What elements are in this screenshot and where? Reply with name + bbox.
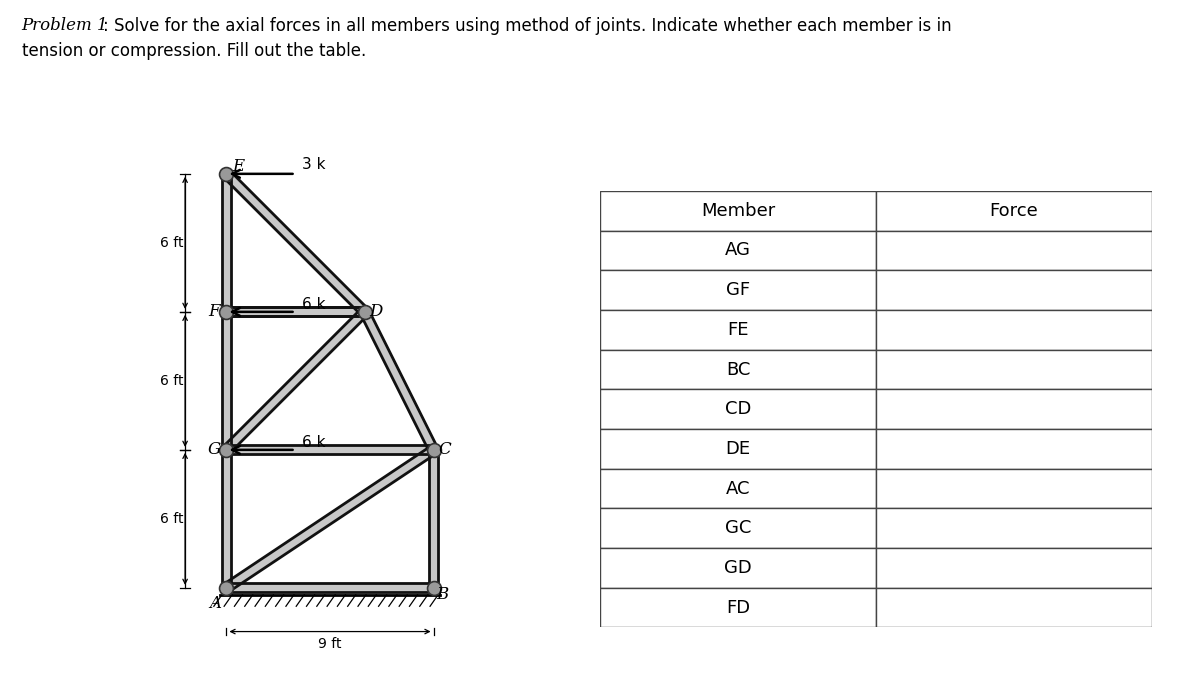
Bar [876,588,1152,627]
Polygon shape [222,450,232,588]
Text: 6 ft: 6 ft [160,512,184,526]
Text: FE: FE [727,321,749,339]
Bar [600,270,876,310]
Text: 6 ft: 6 ft [160,374,184,388]
Bar [876,469,1152,508]
Polygon shape [223,308,367,453]
Text: : Solve for the axial forces in all members using method of joints. Indicate whe: : Solve for the axial forces in all memb… [103,17,952,35]
Bar [600,548,876,588]
Bar [600,231,876,270]
Bar [876,429,1152,469]
Bar [876,350,1152,389]
Text: F: F [208,303,220,321]
Text: 3 k: 3 k [302,157,326,172]
Polygon shape [227,308,365,316]
Polygon shape [360,310,438,452]
Text: D: D [370,303,383,321]
Bar [600,350,876,389]
Text: Force: Force [990,202,1038,220]
Polygon shape [227,445,433,454]
Text: 6 ft: 6 ft [160,236,184,250]
Bar [600,389,876,429]
Polygon shape [222,174,232,312]
Bar [876,508,1152,548]
Text: B: B [437,587,449,604]
Text: C: C [439,441,451,458]
Bar [600,429,876,469]
Polygon shape [227,583,433,593]
Text: AG: AG [725,241,751,259]
Polygon shape [222,312,232,450]
Text: FD: FD [726,599,750,617]
Text: CD: CD [725,400,751,418]
Bar [876,310,1152,350]
Text: Member: Member [701,202,775,220]
Text: A: A [209,595,221,612]
Text: Problem 1: Problem 1 [22,17,108,34]
Bar [600,310,876,350]
Bar [876,270,1152,310]
Text: 9 ft: 9 ft [318,637,342,651]
Polygon shape [428,450,438,588]
Bar [876,548,1152,588]
Text: GC: GC [725,519,751,537]
Text: 6 k: 6 k [302,435,326,450]
Bar [876,389,1152,429]
Polygon shape [227,308,365,316]
Bar [600,191,876,231]
Text: GF: GF [726,281,750,299]
Text: AC: AC [726,479,750,498]
Text: GD: GD [724,559,752,577]
Polygon shape [224,446,436,592]
Bar [876,231,1152,270]
Text: E: E [232,158,244,175]
Text: 6 k: 6 k [302,297,326,312]
Text: DE: DE [726,440,750,458]
Text: tension or compression. Fill out the table.: tension or compression. Fill out the tab… [22,42,366,60]
Text: G: G [208,441,221,458]
Bar [600,508,876,548]
Polygon shape [223,170,367,315]
Bar [600,588,876,627]
Bar [600,469,876,508]
Text: BC: BC [726,361,750,379]
Bar [876,191,1152,231]
